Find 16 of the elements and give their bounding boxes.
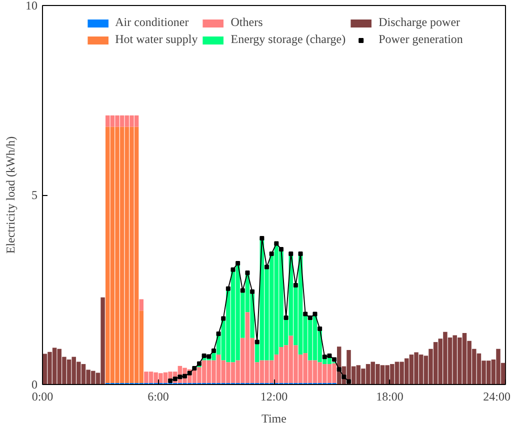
legend-label: Others xyxy=(230,15,263,30)
x-tick-label: 18:00 xyxy=(376,390,404,404)
y-tick-label: 5 xyxy=(32,188,38,202)
x-axis-title: Time xyxy=(262,412,286,426)
y-axis-title: Electricity load (kWh/h) xyxy=(4,136,18,254)
x-tick-label: 0:00 xyxy=(32,390,54,404)
x-tick-label: 12:00 xyxy=(260,390,288,404)
x-tick-label: 24:00 xyxy=(483,390,511,404)
y-tick-label: 10 xyxy=(26,0,38,12)
y-tick-label: 0 xyxy=(32,378,38,392)
legend-label: Discharge power xyxy=(378,15,460,30)
legend-label: Energy storage (charge) xyxy=(230,32,346,47)
x-tick-label: 6:00 xyxy=(148,390,169,404)
legend-label: Power generation xyxy=(378,32,463,47)
legend-label: Hot water supply xyxy=(115,32,198,47)
legend-label: Air conditioner xyxy=(115,15,189,30)
